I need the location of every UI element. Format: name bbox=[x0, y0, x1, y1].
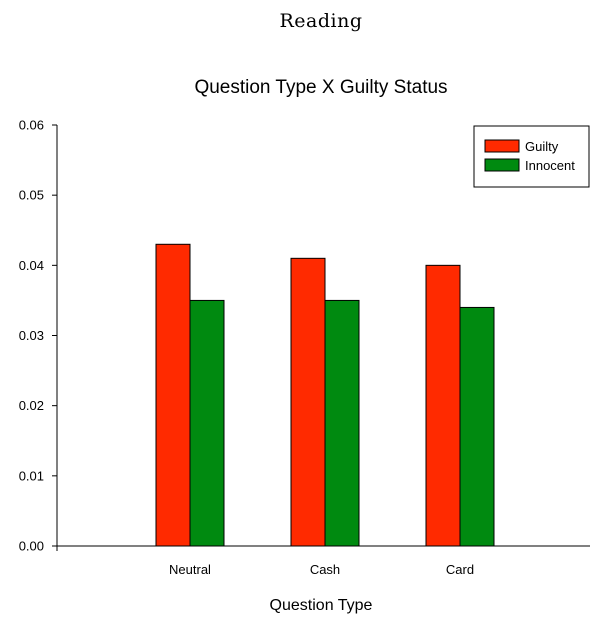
y-tick-label: 0.00 bbox=[19, 539, 44, 554]
x-tick-label: Card bbox=[446, 562, 474, 577]
bar-guilty-neutral bbox=[155, 243, 191, 547]
x-tick-label: Cash bbox=[310, 562, 340, 577]
y-tick-label: 0.06 bbox=[19, 118, 44, 133]
legend-box bbox=[473, 125, 590, 188]
page-heading: Reading bbox=[279, 10, 362, 32]
y-tick-label: 0.02 bbox=[19, 398, 44, 413]
legend-swatch-innocent bbox=[484, 158, 520, 172]
bar-innocent-neutral bbox=[189, 299, 225, 547]
bar-innocent-card bbox=[459, 306, 495, 547]
chart-title: Question Type X Guilty Status bbox=[194, 77, 447, 98]
y-tick-label: 0.05 bbox=[19, 188, 44, 203]
x-tick-label: Neutral bbox=[169, 562, 211, 577]
x-axis-label: Question Type bbox=[270, 597, 373, 614]
legend: Guilty Innocent bbox=[473, 125, 590, 188]
legend-label-innocent: Innocent bbox=[525, 158, 575, 173]
legend-swatch-guilty bbox=[484, 139, 520, 153]
bar-guilty-card bbox=[425, 264, 461, 547]
y-tick-label: 0.01 bbox=[19, 468, 44, 483]
y-tick-label: 0.04 bbox=[19, 258, 44, 273]
bar-innocent-cash bbox=[324, 299, 360, 547]
y-tick-label: 0.03 bbox=[19, 328, 44, 343]
bar-guilty-cash bbox=[290, 257, 326, 547]
legend-label-guilty: Guilty bbox=[525, 139, 559, 154]
plot-area: 0.00 0.01 0.02 0.03 0.04 0.05 0.06 Neutral Cash C… bbox=[19, 118, 590, 577]
